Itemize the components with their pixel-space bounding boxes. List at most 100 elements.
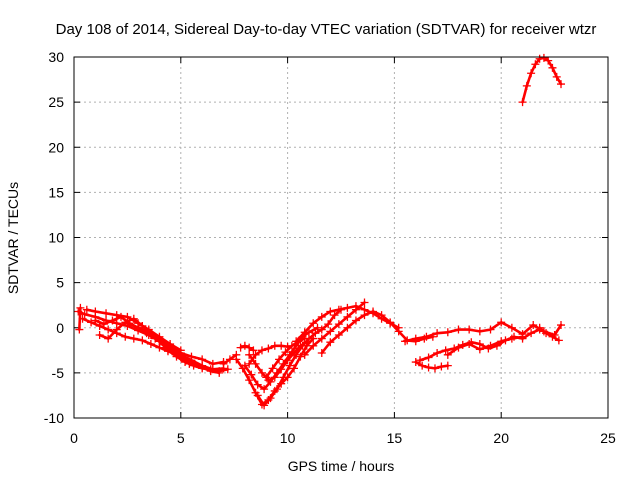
data-point [292, 337, 301, 346]
data-point [548, 63, 557, 72]
y-tick-label: -10 [44, 410, 64, 426]
data-point [87, 318, 96, 327]
data-point [223, 365, 232, 374]
y-tick-labels: -10 -5 0 5 10 15 20 25 30 [44, 49, 64, 426]
data-point [486, 341, 495, 350]
plot-area [74, 53, 566, 410]
data-point [539, 53, 548, 62]
series-line [303, 301, 366, 357]
data-point [401, 337, 410, 346]
x-tick-label: 0 [70, 430, 78, 446]
data-point [369, 307, 378, 316]
series-line [247, 340, 309, 382]
data-point [95, 330, 104, 339]
data-point [542, 329, 551, 338]
data-point [433, 329, 442, 338]
data-point [475, 327, 484, 336]
data-point [285, 361, 294, 370]
series-arc-8 [236, 341, 258, 355]
data-point [497, 318, 506, 327]
series-arc-18 [401, 318, 566, 346]
data-point [206, 365, 215, 374]
data-point [548, 332, 557, 341]
data-point [283, 342, 292, 351]
data-point [281, 348, 290, 357]
y-tick-label: -5 [52, 365, 65, 381]
data-point [454, 325, 463, 334]
data-point [311, 329, 320, 338]
data-point [257, 368, 266, 377]
data-point [75, 325, 84, 334]
data-point [279, 373, 288, 382]
data-point [232, 355, 241, 364]
plot-frame [73, 56, 609, 419]
data-point [424, 353, 433, 362]
data-point [343, 303, 352, 312]
data-point [535, 323, 544, 332]
data-point [416, 356, 425, 365]
data-point [268, 364, 277, 373]
data-point [275, 355, 284, 364]
data-point [334, 320, 343, 329]
data-point [104, 325, 113, 334]
data-point [99, 320, 108, 329]
series-arc-19 [411, 358, 452, 373]
data-point [277, 365, 286, 374]
data-point [189, 361, 198, 370]
x-axis-label: GPS time / hours [288, 458, 395, 474]
data-point [465, 339, 474, 348]
x-tick-labels: 0 5 10 15 20 25 [70, 430, 616, 446]
data-point [240, 361, 249, 370]
data-point [557, 321, 566, 330]
data-point [531, 60, 540, 69]
data-point [544, 56, 553, 65]
data-point [172, 352, 181, 361]
data-point [430, 364, 439, 373]
data-point [245, 376, 254, 385]
data-point [215, 367, 224, 376]
grid-lines [74, 57, 608, 418]
data-point [334, 330, 343, 339]
x-tick-label: 25 [600, 430, 616, 446]
data-point [240, 341, 249, 350]
data-point [326, 327, 335, 336]
data-point [527, 69, 536, 78]
data-point [454, 343, 463, 352]
series-line [538, 326, 561, 342]
data-point [309, 341, 318, 350]
data-point [298, 341, 307, 350]
data-point [283, 356, 292, 365]
y-tick-label: 30 [48, 49, 64, 65]
x-tick-label: 15 [387, 430, 403, 446]
data-point [360, 311, 369, 320]
series-arc-24 [75, 303, 85, 334]
data-point [296, 352, 305, 361]
data-point [247, 370, 256, 379]
data-point [260, 385, 269, 394]
data-point [309, 319, 318, 328]
series-line [256, 308, 343, 407]
series-line [243, 326, 319, 391]
y-tick-label: 20 [48, 139, 64, 155]
data-point [443, 350, 452, 359]
x-tick-label: 20 [493, 430, 509, 446]
data-point [507, 323, 516, 332]
data-point [219, 359, 228, 368]
data-point [433, 349, 442, 358]
data-point [300, 350, 309, 359]
chart-title: Day 108 of 2014, Sidereal Day-to-day VTE… [56, 21, 597, 38]
data-point [129, 314, 138, 323]
data-point [377, 311, 386, 320]
data-point [236, 343, 245, 352]
data-point [116, 312, 125, 321]
data-point [290, 364, 299, 373]
data-point [326, 338, 335, 347]
series-arc-23 [518, 53, 566, 107]
data-point [277, 341, 286, 350]
data-point [187, 352, 196, 361]
data-point [91, 316, 100, 325]
series-arc-14 [245, 341, 292, 368]
data-point [198, 364, 207, 373]
data-point [102, 309, 111, 318]
